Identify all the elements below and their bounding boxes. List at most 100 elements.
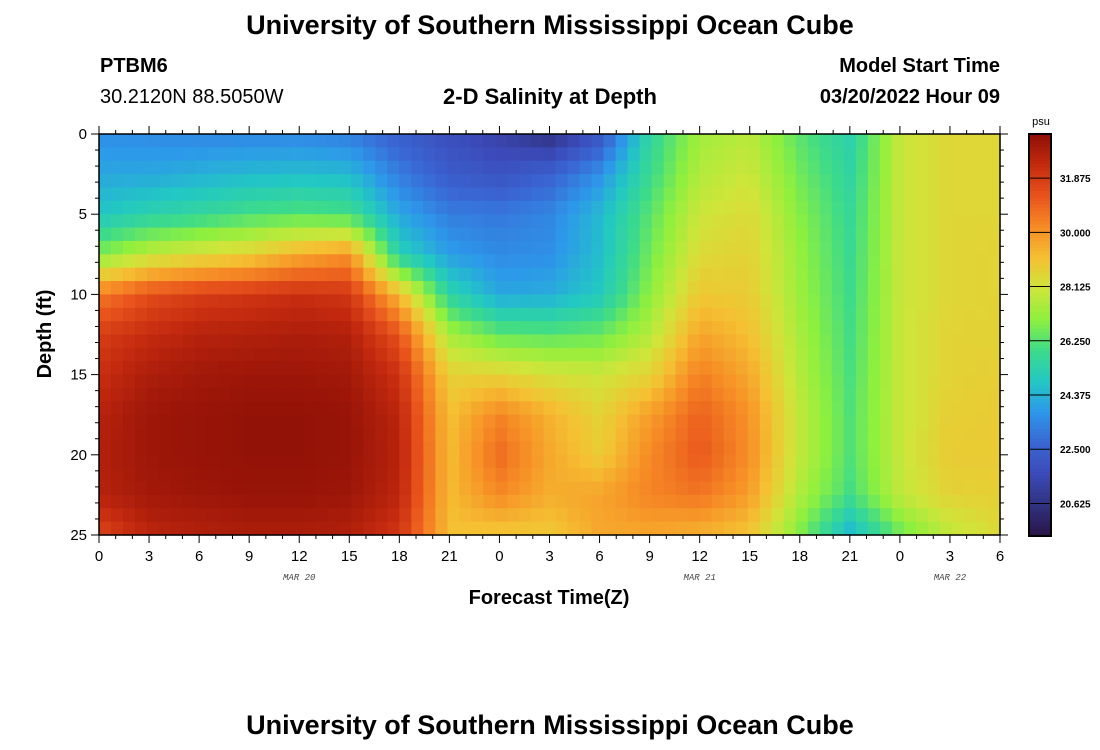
colorbar-segment (1029, 422, 1051, 427)
heatmap-cell (183, 468, 196, 483)
heatmap-cell (135, 214, 148, 229)
heatmap-cell (411, 414, 424, 429)
x-tick-label: 12 (691, 548, 708, 565)
heatmap-cell (759, 468, 773, 483)
heatmap-cell (399, 334, 412, 349)
heatmap-cell (843, 361, 857, 376)
heatmap-cell (459, 334, 473, 349)
heatmap-cell (867, 200, 881, 215)
heatmap-cell (231, 494, 244, 509)
heatmap-cell (615, 294, 629, 309)
heatmap-cell (375, 267, 388, 282)
colorbar-segment (1029, 314, 1051, 319)
heatmap-cell (615, 160, 629, 175)
heatmap-cell (231, 521, 244, 536)
heatmap-cell (591, 134, 605, 148)
heatmap-cell (843, 281, 857, 295)
heatmap-cell (699, 361, 713, 376)
heatmap-cell (735, 481, 749, 496)
heatmap-cell (783, 481, 797, 496)
heatmap-cell (219, 200, 232, 215)
heatmap-cell (231, 401, 244, 416)
heatmap-cell (567, 454, 581, 469)
heatmap-cell (207, 347, 220, 362)
heatmap-cell (555, 401, 569, 416)
colorbar-segment (1029, 435, 1051, 440)
heatmap-cell (915, 387, 929, 402)
heatmap-cell (711, 347, 725, 362)
heatmap-cell (351, 468, 364, 483)
heatmap-cell (159, 481, 172, 496)
heatmap-cell (519, 227, 533, 242)
heatmap-cell (663, 494, 677, 509)
heatmap-cell (303, 428, 316, 443)
heatmap-cell (903, 307, 917, 322)
heatmap-cell (879, 187, 893, 202)
heatmap-cell (447, 441, 460, 456)
heatmap-cell (603, 414, 617, 429)
heatmap-cell (819, 454, 833, 469)
heatmap-cell (915, 374, 929, 389)
heatmap-cell (207, 468, 220, 483)
heatmap-cell (855, 187, 869, 202)
heatmap-cell (807, 454, 821, 469)
heatmap-cell (423, 414, 436, 429)
heatmap-cell (411, 307, 424, 322)
heatmap-cell (735, 187, 749, 202)
heatmap-cell (207, 147, 220, 162)
heatmap-cell (855, 281, 869, 295)
heatmap-cell (699, 240, 713, 255)
heatmap-cell (843, 214, 857, 229)
heatmap-cell (987, 214, 1001, 229)
heatmap-cell (963, 134, 977, 148)
heatmap-cell (543, 187, 557, 202)
heatmap-cell (471, 187, 485, 202)
heatmap-cell (255, 428, 268, 443)
heatmap-cell (975, 254, 989, 269)
heatmap-cell (447, 521, 460, 536)
colorbar-segment (1029, 375, 1051, 380)
heatmap-cell (315, 374, 328, 389)
heatmap-cell (399, 374, 412, 389)
heatmap-cell (987, 281, 1001, 295)
heatmap-cell (915, 334, 929, 349)
colorbar-segment (1029, 361, 1051, 366)
heatmap-cell (603, 401, 617, 416)
heatmap-cell (303, 134, 316, 148)
heatmap-cell (783, 294, 797, 309)
heatmap-cell (135, 160, 148, 175)
heatmap-cell (375, 414, 388, 429)
heatmap-cell (267, 174, 280, 189)
heatmap-cell (507, 187, 521, 202)
heatmap-cell (243, 334, 256, 349)
heatmap-cell (327, 134, 340, 148)
heatmap-cell (771, 481, 785, 496)
heatmap-cell (963, 481, 977, 496)
heatmap-cell (507, 160, 521, 175)
heatmap-cell (351, 441, 364, 456)
heatmap-cell (327, 508, 340, 523)
heatmap-cell (951, 281, 965, 295)
heatmap-cell (471, 174, 485, 189)
heatmap-cell (963, 441, 977, 456)
heatmap-cell (975, 200, 989, 215)
heatmap-cell (579, 387, 593, 402)
heatmap-cell (759, 441, 773, 456)
heatmap-cell (243, 214, 256, 229)
heatmap-cell (447, 227, 460, 242)
heatmap-cell (591, 441, 605, 456)
heatmap-cell (675, 174, 689, 189)
heatmap-cell (327, 481, 340, 496)
heatmap-cell (327, 454, 340, 469)
colorbar-segment (1029, 445, 1051, 450)
heatmap-cell (399, 294, 412, 309)
heatmap-cell (783, 281, 797, 295)
heatmap-cell (159, 387, 172, 402)
heatmap-cell (207, 521, 220, 536)
heatmap-cell (687, 494, 701, 509)
heatmap-cell (543, 267, 557, 282)
heatmap-cell (519, 468, 533, 483)
heatmap-cell (219, 468, 232, 483)
heatmap-cell (699, 428, 713, 443)
heatmap-cell (579, 361, 593, 376)
